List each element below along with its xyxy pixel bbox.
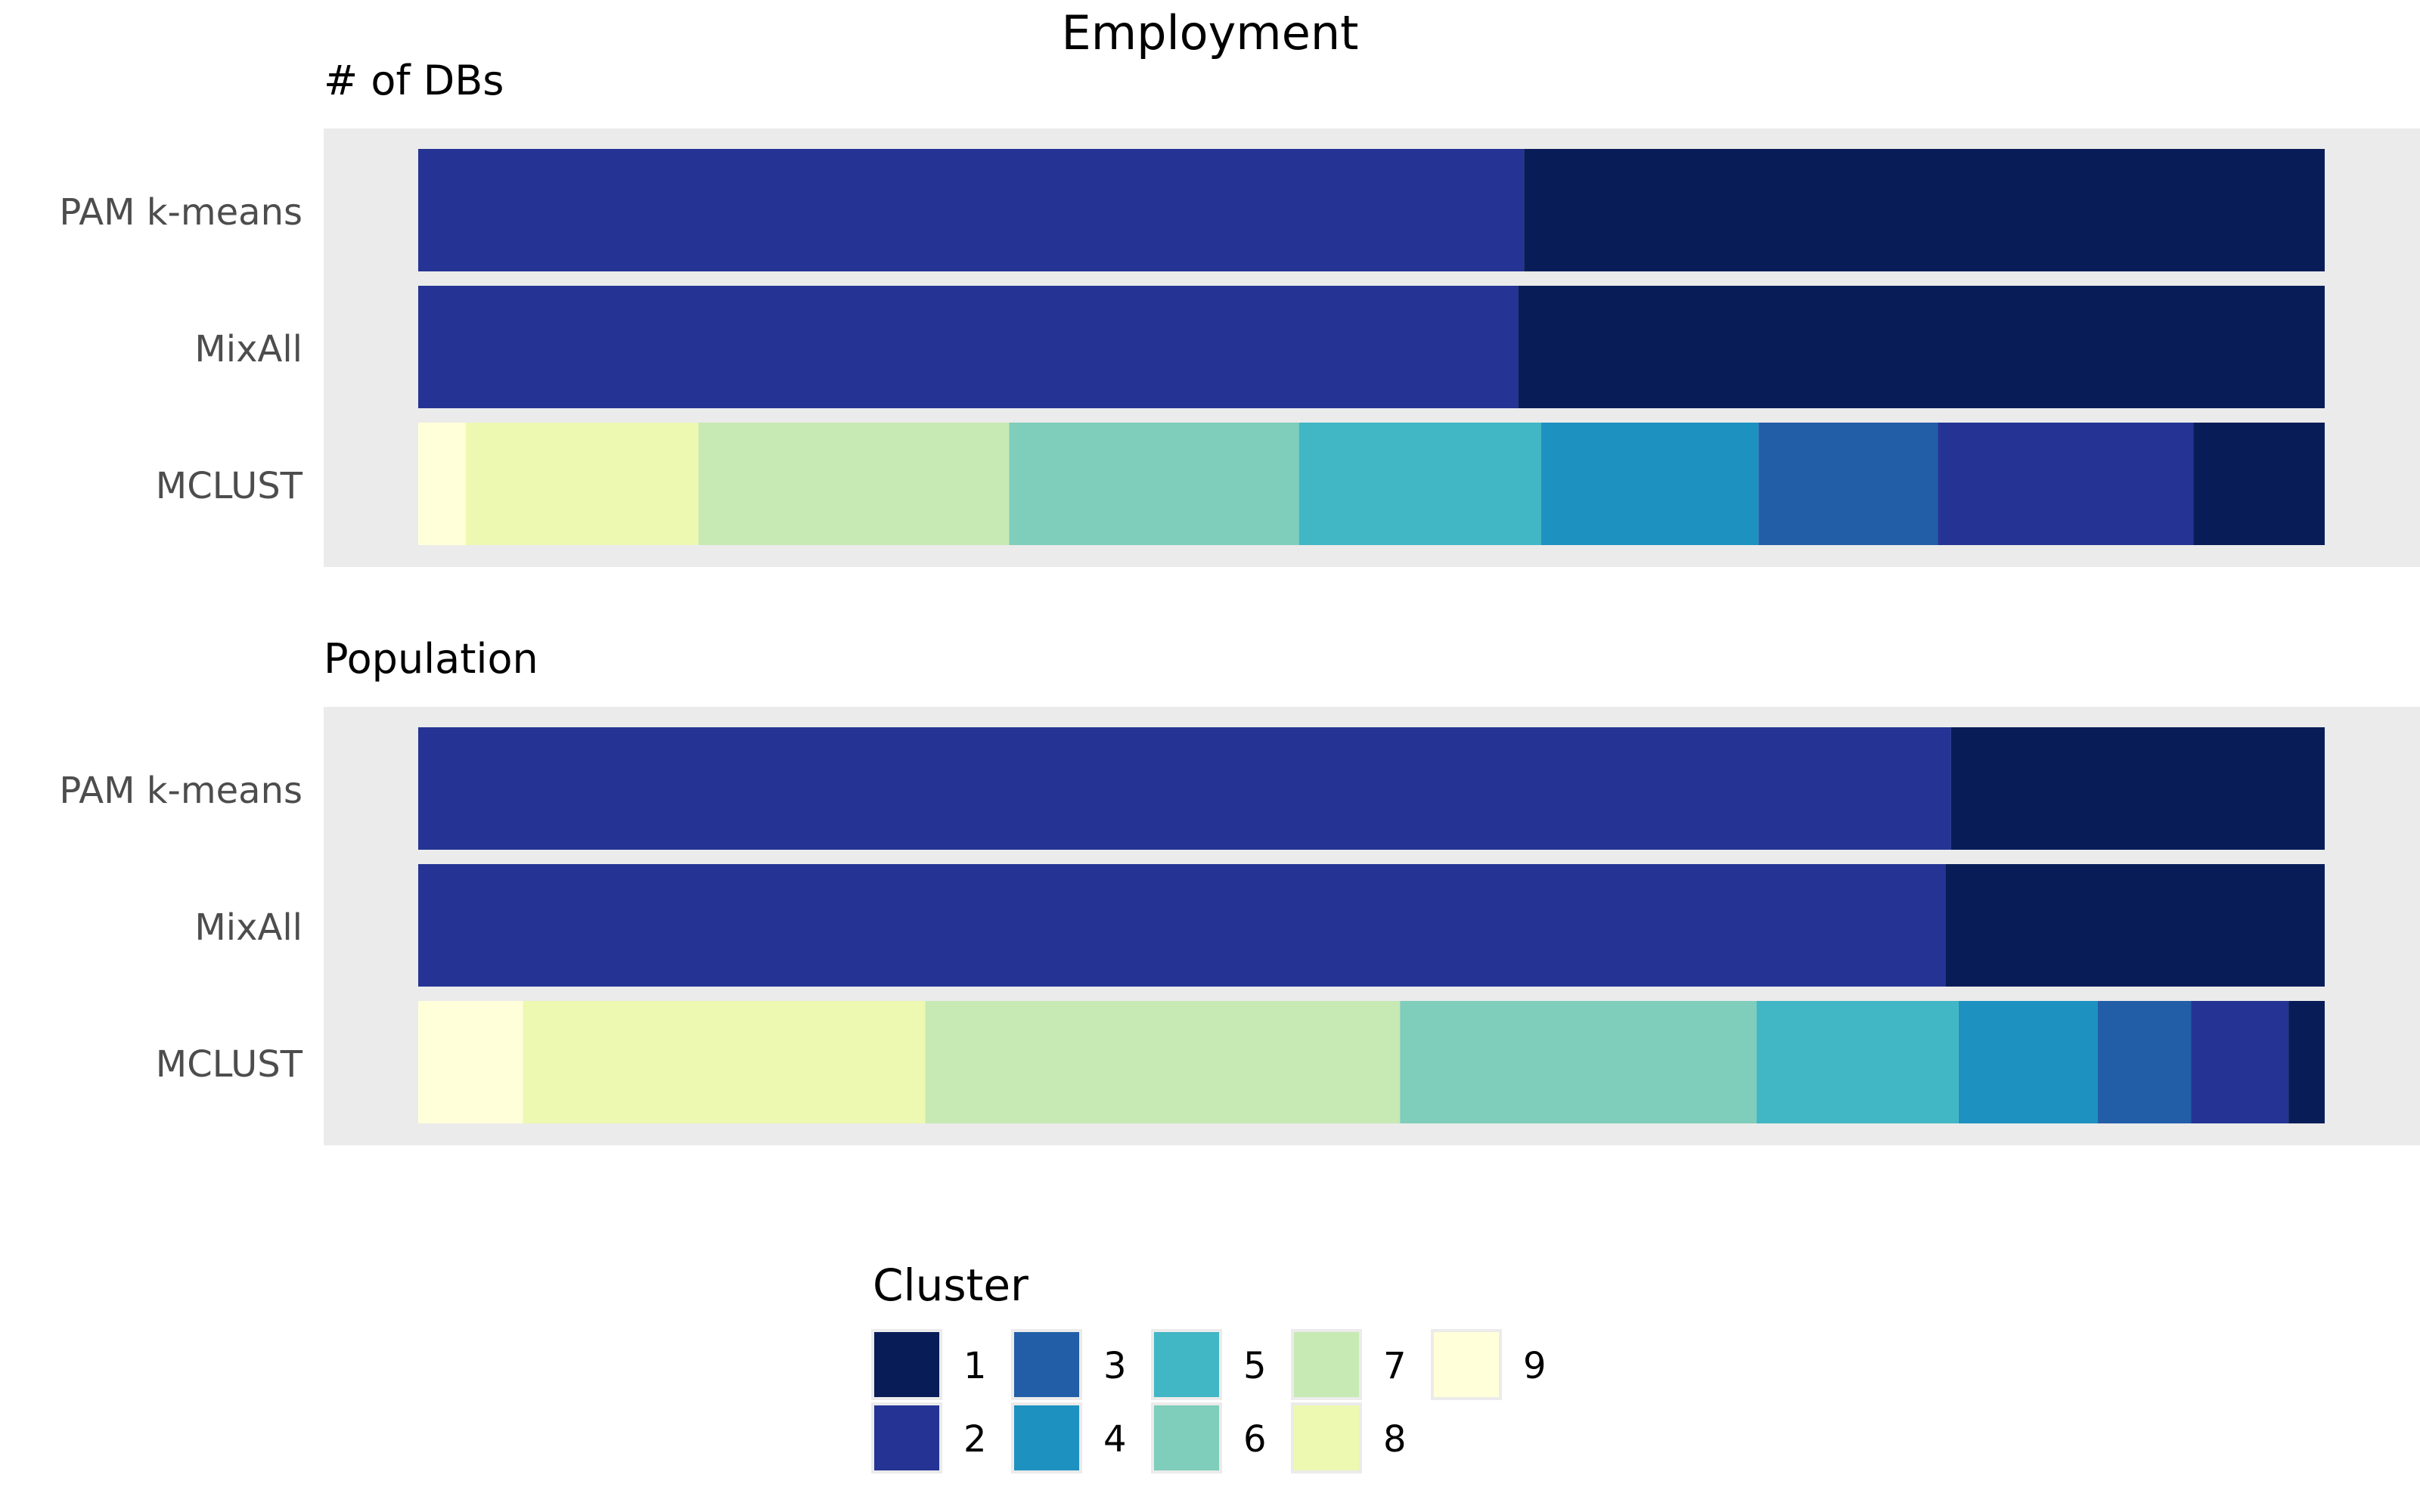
bars-dbs xyxy=(418,149,2325,545)
legend-label-4: 4 xyxy=(1103,1418,1127,1461)
facet-population: Population PAM k-means MixAll MCLUST xyxy=(59,635,2420,1145)
bar-segment-cluster-5 xyxy=(1756,1001,1959,1123)
bar-segment-cluster-2 xyxy=(418,286,1519,408)
y-axis-labels-dbs: PAM k-means MixAll MCLUST xyxy=(59,191,302,507)
bar-segment-cluster-2 xyxy=(418,727,1951,850)
bar-segment-cluster-8 xyxy=(523,1001,926,1123)
facet-title-dbs: # of DBs xyxy=(324,57,504,104)
legend-label-7: 7 xyxy=(1383,1345,1407,1387)
bar-segment-cluster-3 xyxy=(2098,1001,2192,1123)
y-label: MixAll xyxy=(194,328,302,370)
y-label: PAM k-means xyxy=(59,770,302,812)
legend-key-3 xyxy=(1011,1329,1082,1400)
facet-title-population: Population xyxy=(324,635,538,683)
bar-segment-cluster-1 xyxy=(1945,864,2325,987)
legend-keys: 1 2 3 4 5 6 7 8 9 xyxy=(871,1329,1547,1473)
legend-label-1: 1 xyxy=(963,1345,987,1387)
bar-segment-cluster-1 xyxy=(2193,423,2325,545)
bar-segment-cluster-7 xyxy=(925,1001,1401,1123)
bar-segment-cluster-2 xyxy=(2191,1001,2289,1123)
bar-segment-cluster-2 xyxy=(1938,423,2193,545)
bars-population xyxy=(418,727,2325,1123)
legend-label-8: 8 xyxy=(1383,1418,1407,1461)
legend-key-8 xyxy=(1291,1402,1362,1473)
legend-key-4 xyxy=(1011,1402,1082,1473)
chart-title: Employment xyxy=(1062,5,1359,60)
bar-segment-cluster-3 xyxy=(1758,423,1938,545)
bar-segment-cluster-4 xyxy=(1959,1001,2098,1123)
bar-segment-cluster-7 xyxy=(698,423,1010,545)
y-axis-labels-population: PAM k-means MixAll MCLUST xyxy=(59,770,302,1086)
bar-segment-cluster-9 xyxy=(418,1001,523,1123)
legend-label-5: 5 xyxy=(1243,1345,1267,1387)
bar-segment-cluster-2 xyxy=(418,149,1525,271)
bar-segment-cluster-9 xyxy=(418,423,466,545)
bar-segment-cluster-6 xyxy=(1400,1001,1757,1123)
bar-segment-cluster-1 xyxy=(1518,286,2325,408)
legend: Cluster 1 2 3 4 5 6 7 8 9 xyxy=(871,1259,1547,1473)
y-label: MCLUST xyxy=(156,465,303,507)
legend-key-5 xyxy=(1151,1329,1222,1400)
bar-segment-cluster-1 xyxy=(1524,149,2325,271)
bar-segment-cluster-4 xyxy=(1540,423,1759,545)
legend-key-1 xyxy=(871,1329,942,1400)
bar-segment-cluster-2 xyxy=(418,864,1946,987)
legend-key-7 xyxy=(1291,1329,1362,1400)
y-label: MCLUST xyxy=(156,1043,303,1086)
bar-segment-cluster-1 xyxy=(1950,727,2325,850)
legend-key-2 xyxy=(871,1402,942,1473)
bar-segment-cluster-5 xyxy=(1298,423,1541,545)
legend-key-6 xyxy=(1151,1402,1222,1473)
y-label: PAM k-means xyxy=(59,191,302,234)
bar-segment-cluster-6 xyxy=(1009,423,1299,545)
legend-label-3: 3 xyxy=(1103,1345,1127,1387)
bar-segment-cluster-1 xyxy=(2288,1001,2325,1123)
legend-key-9 xyxy=(1431,1329,1502,1400)
y-label: MixAll xyxy=(194,906,302,949)
bar-segment-cluster-8 xyxy=(466,423,699,545)
legend-title: Cluster xyxy=(873,1259,1028,1311)
legend-label-6: 6 xyxy=(1243,1418,1267,1461)
legend-label-2: 2 xyxy=(963,1418,987,1461)
facet-dbs: # of DBs PAM k-means MixAll MCLUST xyxy=(59,57,2420,567)
legend-label-9: 9 xyxy=(1523,1345,1547,1387)
